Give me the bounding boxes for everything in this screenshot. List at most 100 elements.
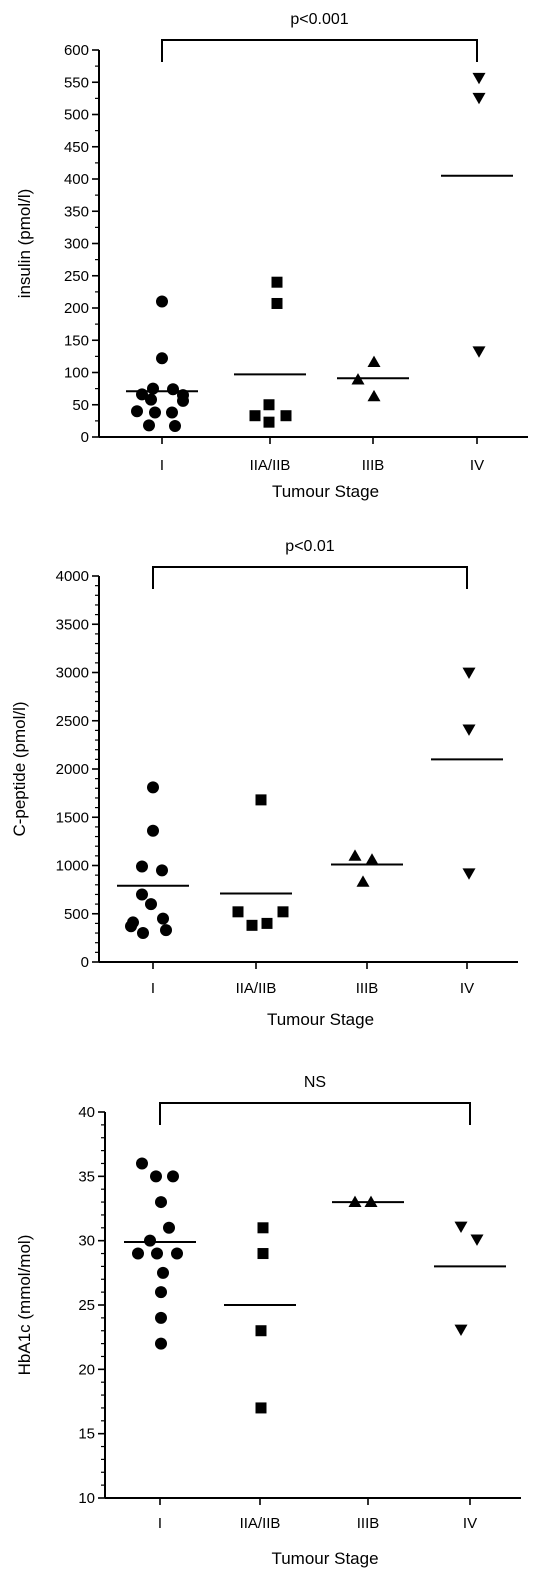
data-point bbox=[257, 1248, 269, 1260]
data-point bbox=[166, 406, 178, 419]
series-iia-iib bbox=[234, 276, 306, 428]
series-iiib bbox=[331, 849, 403, 887]
x-tick-label: I bbox=[158, 1515, 162, 1532]
series-iia-iib bbox=[220, 794, 292, 931]
y-tick-label: 350 bbox=[64, 203, 89, 220]
data-point bbox=[157, 1266, 169, 1279]
y-tick-label: 1000 bbox=[56, 858, 89, 875]
data-point bbox=[143, 419, 155, 432]
y-tick-label: 500 bbox=[64, 906, 89, 923]
data-point bbox=[177, 394, 189, 407]
data-point bbox=[155, 1311, 167, 1324]
y-tick-label: 3000 bbox=[56, 665, 89, 682]
y-tick-label: 2000 bbox=[56, 761, 89, 778]
data-point bbox=[149, 406, 161, 419]
data-point bbox=[255, 1402, 267, 1414]
series-i bbox=[117, 781, 189, 940]
data-point bbox=[157, 912, 169, 925]
data-point bbox=[255, 794, 267, 806]
data-point bbox=[150, 1170, 162, 1183]
data-point bbox=[462, 868, 476, 880]
x-tick-label: IIA/IIB bbox=[240, 1515, 281, 1532]
data-point bbox=[136, 888, 148, 901]
series-iiib bbox=[332, 1195, 404, 1207]
significance-label: NS bbox=[304, 1074, 326, 1091]
data-point bbox=[156, 864, 168, 877]
data-point bbox=[356, 875, 370, 887]
y-tick-label: 150 bbox=[64, 332, 89, 349]
data-point bbox=[348, 1195, 362, 1207]
data-point bbox=[160, 924, 172, 937]
series-iv bbox=[434, 1221, 506, 1336]
data-point bbox=[470, 1234, 484, 1246]
x-tick-label: IIA/IIB bbox=[250, 457, 291, 474]
y-tick-label: 50 bbox=[72, 397, 89, 414]
series-iv bbox=[431, 667, 503, 880]
data-point bbox=[155, 1196, 167, 1209]
data-point bbox=[144, 1234, 156, 1247]
data-point bbox=[232, 906, 244, 918]
y-tick-label: 1500 bbox=[56, 809, 89, 826]
data-point bbox=[171, 1247, 183, 1260]
data-point bbox=[257, 1222, 269, 1234]
y-tick-label: 0 bbox=[81, 429, 89, 446]
x-tick-label: IIIB bbox=[357, 1515, 380, 1532]
y-tick-label: 100 bbox=[64, 365, 89, 382]
data-point bbox=[263, 399, 275, 411]
data-point bbox=[147, 781, 159, 794]
data-point bbox=[145, 393, 157, 406]
x-axis-label: Tumour Stage bbox=[271, 1549, 378, 1568]
data-point bbox=[137, 927, 149, 940]
data-point bbox=[147, 824, 159, 837]
y-tick-label: 450 bbox=[64, 139, 89, 156]
y-tick-label: 3500 bbox=[56, 616, 89, 633]
data-point bbox=[167, 1170, 179, 1183]
y-tick-label: 550 bbox=[64, 74, 89, 91]
data-point bbox=[263, 416, 275, 428]
y-tick-label: 15 bbox=[78, 1426, 95, 1443]
y-tick-label: 200 bbox=[64, 300, 89, 317]
significance-label: p<0.01 bbox=[285, 538, 334, 555]
x-tick-label: IIA/IIB bbox=[236, 980, 277, 997]
chart-panel-3: 10 15 20 25 30 35 40 I IIA/IIB IIIB IV Tumour Stage… bbox=[15, 1074, 521, 1568]
y-tick-label: 250 bbox=[64, 268, 89, 285]
y-tick-label: 20 bbox=[78, 1361, 95, 1378]
significance-bracket bbox=[159, 1102, 471, 1125]
data-point bbox=[125, 920, 137, 933]
data-point bbox=[348, 849, 362, 861]
significance-bracket bbox=[161, 39, 478, 62]
x-axis-label: Tumour Stage bbox=[272, 482, 379, 501]
data-point bbox=[136, 860, 148, 873]
y-tick-label: 10 bbox=[78, 1490, 95, 1507]
data-point bbox=[365, 853, 379, 865]
data-point bbox=[155, 1286, 167, 1299]
data-point bbox=[261, 917, 273, 929]
x-tick-label: IIIB bbox=[362, 457, 385, 474]
series-i bbox=[126, 295, 198, 433]
data-point bbox=[462, 724, 476, 736]
y-tick-label: 35 bbox=[78, 1168, 95, 1185]
data-point bbox=[167, 383, 179, 396]
data-point bbox=[472, 92, 486, 105]
y-tick-label: 2500 bbox=[56, 713, 89, 730]
data-point bbox=[271, 297, 283, 309]
data-point bbox=[132, 1247, 144, 1260]
data-point bbox=[472, 346, 486, 358]
y-tick-label: 0 bbox=[81, 954, 89, 971]
data-point bbox=[454, 1221, 468, 1234]
chart-panel-2: 0 500 1000 1500 2000 2500 3000 3500 4000 I IIA/IIB… bbox=[10, 538, 518, 1029]
data-point bbox=[249, 410, 261, 422]
data-point bbox=[472, 72, 486, 85]
data-point bbox=[277, 906, 289, 918]
x-tick-label: IV bbox=[460, 980, 474, 997]
x-tick-label: I bbox=[151, 980, 155, 997]
data-point bbox=[131, 405, 143, 418]
y-tick-label: 600 bbox=[64, 42, 89, 59]
y-tick-label: 400 bbox=[64, 171, 89, 188]
y-axis-label: insulin (pmol/l) bbox=[15, 189, 34, 299]
y-tick-label: 500 bbox=[64, 107, 89, 124]
y-tick-label: 30 bbox=[78, 1233, 95, 1250]
data-point bbox=[462, 667, 476, 679]
